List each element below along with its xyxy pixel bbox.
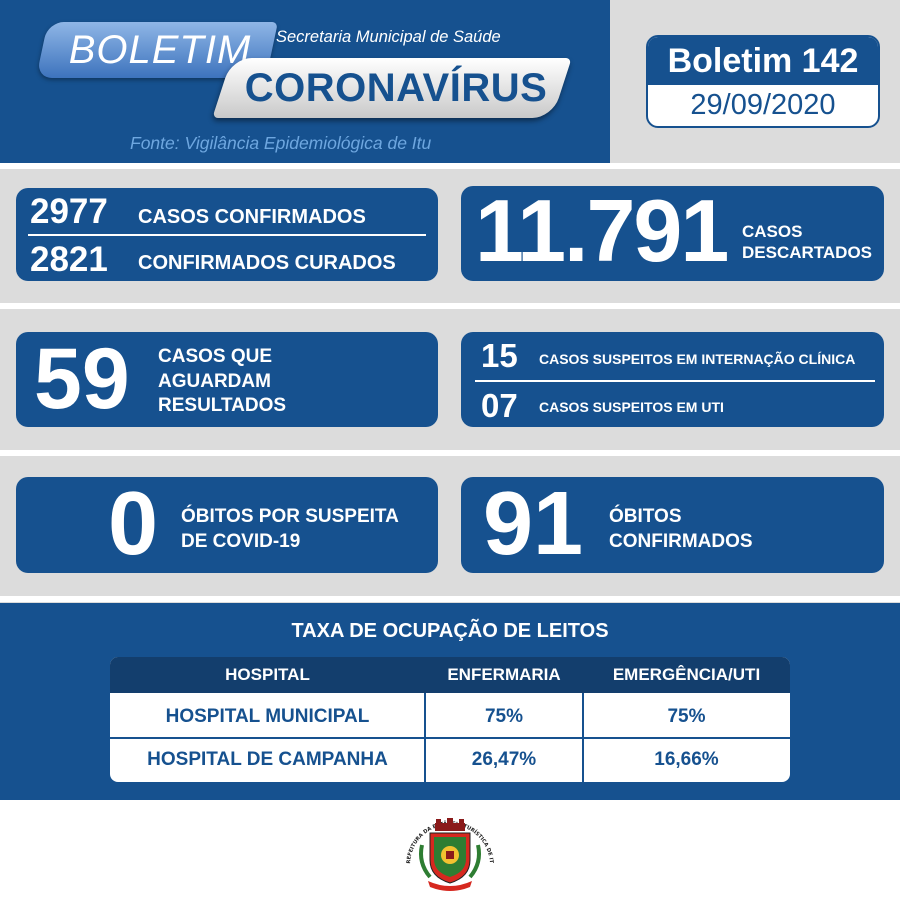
- cases-card: 2977 CASOS CONFIRMADOS 2821 CONFIRMADOS …: [16, 188, 438, 281]
- confirmed-deaths-label-line1: ÓBITOS: [609, 506, 682, 527]
- confirmed-deaths-card: 91 ÓBITOS CONFIRMADOS: [461, 477, 884, 573]
- secretaria-label: Secretaria Municipal de Saúde: [276, 28, 501, 46]
- discarded-card: 11.791 CASOS DESCARTADOS: [461, 186, 884, 281]
- row-separator: [0, 596, 900, 602]
- clinical-hospitalization-label: CASOS SUSPEITOS EM INTERNAÇÃO CLÍNICA: [539, 351, 856, 367]
- table-header-row: [110, 657, 790, 693]
- table-cell-emergencia: 75%: [667, 706, 706, 727]
- discarded-label-line1: CASOS: [742, 222, 803, 241]
- table-header-emergencia: EMERGÊNCIA/UTI: [612, 665, 761, 684]
- bed-occupancy-table: HOSPITAL ENFERMARIA EMERGÊNCIA/UTI HOSPI…: [110, 657, 790, 782]
- confirmed-cases-label: CASOS CONFIRMADOS: [138, 206, 366, 228]
- table-header-hospital: HOSPITAL: [225, 665, 310, 684]
- row-separator: [0, 450, 900, 456]
- boletim-badge-label: BOLETIM: [68, 28, 252, 72]
- cured-cases-label: CONFIRMADOS CURADOS: [138, 252, 396, 274]
- discarded-label-line2: DESCARTADOS: [742, 243, 873, 262]
- table-cell-hospital-name: HOSPITAL DE CAMPANHA: [147, 749, 388, 770]
- awaiting-label-line1: CASOS QUE: [158, 346, 273, 367]
- suspected-deaths-label-line2: DE COVID-19: [181, 531, 301, 552]
- awaiting-card: 59 CASOS QUE AGUARDAM RESULTADOS: [16, 332, 438, 427]
- awaiting-label-line2: AGUARDAM: [158, 371, 271, 392]
- bulletin-info-box: Boletim 142 29/09/2020: [646, 35, 880, 128]
- suspected-deaths-number: 0: [108, 477, 159, 573]
- table-cell-hospital-name: HOSPITAL MUNICIPAL: [165, 706, 370, 727]
- table-header-enfermaria: ENFERMARIA: [447, 665, 561, 684]
- table-cell-emergencia: 16,66%: [654, 749, 719, 770]
- awaiting-results-number: 59: [34, 332, 130, 427]
- awaiting-label-line3: RESULTADOS: [158, 395, 287, 416]
- table-cell-enfermaria: 75%: [484, 706, 524, 727]
- divider: [28, 234, 426, 236]
- row-separator: [0, 303, 900, 309]
- bulletin-number: Boletim 142: [648, 37, 878, 85]
- city-seal-icon: PREFEITURA DA ESTÂNCIA TURÍSTICA DE ITU: [400, 805, 494, 891]
- divider: [475, 380, 875, 382]
- discarded-cases-number: 11.791: [475, 186, 729, 280]
- bulletin-date: 29/09/2020: [690, 89, 836, 121]
- coronavirus-title: CORONAVÍRUS: [244, 66, 548, 110]
- confirmed-cases-number: 2977: [30, 192, 108, 231]
- confirmed-deaths-label-line2: CONFIRMADOS: [609, 531, 753, 552]
- table-cell-enfermaria: 26,47%: [471, 749, 537, 770]
- suspected-deaths-card: 0 ÓBITOS POR SUSPEITA DE COVID-19: [16, 477, 438, 573]
- suspected-deaths-label-line1: ÓBITOS POR SUSPEITA: [181, 506, 399, 527]
- source-label: Fonte: Vigilância Epidemiológica de Itu: [130, 133, 432, 153]
- cured-cases-number: 2821: [30, 240, 108, 279]
- bed-occupancy-title: TAXA DE OCUPAÇÃO DE LEITOS: [291, 620, 609, 642]
- clinical-hospitalization-number: 15: [481, 337, 518, 374]
- icu-suspected-number: 07: [481, 387, 518, 424]
- row-separator: [0, 163, 900, 169]
- suspected-card: 15 CASOS SUSPEITOS EM INTERNAÇÃO CLÍNICA…: [461, 332, 884, 427]
- icu-suspected-label: CASOS SUSPEITOS EM UTI: [539, 399, 724, 415]
- table-divider: [110, 737, 790, 739]
- confirmed-deaths-number: 91: [483, 477, 584, 573]
